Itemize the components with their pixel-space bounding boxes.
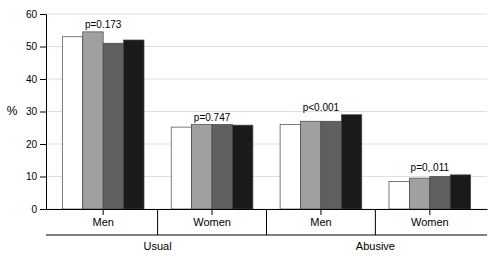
tick-mark — [40, 177, 46, 178]
bar — [321, 121, 341, 209]
group-label: Usual — [144, 240, 172, 252]
y-label: % — [7, 104, 18, 118]
annotation: p<0.001 — [303, 102, 340, 113]
bar — [301, 121, 321, 209]
bracket-line — [46, 235, 487, 236]
tick: 40 — [26, 74, 46, 85]
bar — [450, 175, 470, 209]
annotation: p=0,.011 — [411, 162, 450, 173]
tick-label: 0 — [31, 204, 37, 215]
tick-mark — [429, 209, 430, 215]
tick-mark — [212, 209, 213, 215]
bar — [83, 32, 103, 209]
bracket — [46, 209, 487, 235]
tick: Men — [92, 209, 113, 228]
group-label: Abusive — [356, 240, 395, 252]
bar — [192, 125, 212, 210]
tick-mark — [40, 14, 46, 15]
annotation: p=0.173 — [85, 19, 122, 30]
tick-mark — [40, 209, 46, 210]
axis-line — [40, 15, 47, 210]
tick-label: Women — [193, 216, 231, 228]
bar — [232, 125, 252, 209]
tick: Women — [193, 209, 231, 228]
bar — [280, 125, 300, 210]
tick: 50 — [26, 41, 46, 52]
tick-mark — [40, 112, 46, 113]
tick-label: 40 — [26, 74, 38, 85]
bar — [124, 40, 144, 209]
tick-label: 50 — [26, 41, 38, 52]
tick-label: Women — [411, 216, 449, 228]
tick-mark — [320, 209, 321, 215]
grid — [46, 14, 487, 209]
divider — [375, 209, 376, 235]
y-axis: 0 10 20 30 40 50 60 — [26, 9, 47, 215]
bar — [341, 115, 361, 209]
tick-mark — [40, 144, 46, 145]
bar — [171, 127, 191, 209]
tick: 30 — [26, 106, 46, 117]
tick: Men — [310, 209, 331, 228]
bar — [212, 125, 232, 210]
series — [124, 40, 471, 209]
tick-mark — [40, 47, 46, 48]
tick-mark — [103, 209, 104, 215]
divider — [157, 209, 158, 235]
tick: 10 — [26, 171, 46, 182]
series — [62, 37, 409, 209]
bar — [389, 181, 409, 209]
chart: 0 10 20 30 40 50 60% Men Women Men Women Usual Abusi… — [0, 0, 497, 261]
tick-label: 30 — [26, 106, 38, 117]
tick: 0 — [31, 204, 46, 215]
plot: 0 10 20 30 40 50 60% Men Women Men Women Usual Abusi… — [7, 9, 488, 252]
tick-label: Men — [310, 216, 331, 228]
bar — [62, 37, 82, 209]
annotation: p=0.747 — [194, 112, 231, 123]
tick: 20 — [26, 139, 46, 150]
tick: Women — [411, 209, 449, 228]
bars — [62, 32, 470, 209]
tick-label: 10 — [26, 171, 38, 182]
divider — [266, 209, 267, 235]
tick-mark — [40, 79, 46, 80]
tick-label: Men — [92, 216, 113, 228]
bar — [103, 43, 123, 209]
series — [83, 32, 430, 209]
grid-line — [46, 14, 487, 15]
tick: 60 — [26, 9, 46, 20]
tick-label: 20 — [26, 139, 38, 150]
tick-label: 60 — [26, 9, 38, 20]
series — [103, 43, 450, 209]
bar — [409, 178, 429, 209]
bar — [430, 177, 450, 210]
